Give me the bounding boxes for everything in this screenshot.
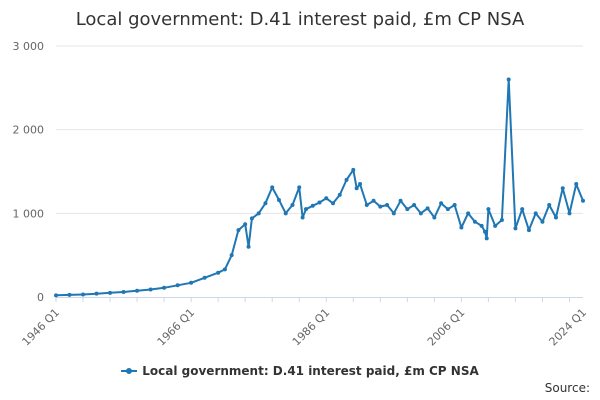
data-point <box>54 293 58 298</box>
data-point <box>317 200 322 205</box>
data-point <box>513 226 518 231</box>
data-point <box>533 211 538 216</box>
data-point <box>236 228 241 233</box>
data-point <box>364 202 369 207</box>
data-point <box>222 267 227 272</box>
data-point <box>540 219 545 224</box>
y-tick-label: 0 <box>37 291 44 304</box>
data-point <box>547 202 552 207</box>
legend[interactable]: Local government: D.41 interest paid, £m… <box>0 364 600 378</box>
data-point <box>567 211 572 216</box>
data-point <box>108 290 113 295</box>
x-tick-label: 1946 Q1 <box>20 306 63 349</box>
data-point <box>452 202 457 207</box>
data-point <box>354 186 359 191</box>
data-point <box>445 207 450 212</box>
x-tick-label: 1986 Q1 <box>290 306 333 349</box>
chart-title: Local government: D.41 interest paid, £m… <box>75 9 525 30</box>
data-point <box>459 225 464 230</box>
data-point <box>337 192 342 197</box>
data-point <box>310 203 315 208</box>
data-point <box>351 167 356 172</box>
source-label: Source: <box>544 381 590 395</box>
data-point <box>371 198 376 203</box>
data-point <box>344 177 349 182</box>
data-point <box>148 287 153 292</box>
data-point <box>432 215 437 220</box>
data-point <box>574 182 579 187</box>
data-point <box>479 223 484 228</box>
data-point <box>94 291 99 296</box>
data-point <box>202 275 207 280</box>
data-point <box>303 207 308 212</box>
x-tick-label: 2024 Q1 <box>547 306 590 349</box>
data-point <box>324 196 329 201</box>
data-point <box>418 211 423 216</box>
data-point <box>466 211 471 216</box>
y-tick-label: 3 000 <box>13 40 45 53</box>
x-tick-label: 1966 Q1 <box>155 306 198 349</box>
data-point <box>297 185 302 190</box>
data-point <box>189 280 194 285</box>
data-point <box>263 201 268 206</box>
y-tick-label: 2 000 <box>13 124 45 137</box>
data-point <box>300 215 305 220</box>
data-point <box>358 182 363 187</box>
data-point <box>67 292 72 297</box>
legend-swatch <box>121 367 138 374</box>
data-point <box>553 215 558 220</box>
data-point <box>506 77 511 82</box>
data-point <box>520 207 525 212</box>
data-point <box>391 211 396 216</box>
data-point <box>526 228 531 233</box>
data-point <box>425 206 430 211</box>
data-point <box>439 201 444 206</box>
data-point <box>486 207 491 212</box>
data-point <box>249 216 254 221</box>
y-tick-label: 1 000 <box>13 207 45 220</box>
data-point <box>81 292 86 297</box>
data-point <box>283 211 288 216</box>
data-point <box>246 244 251 249</box>
data-point <box>175 283 180 288</box>
data-point <box>162 285 167 290</box>
data-point <box>493 223 498 228</box>
data-point <box>378 204 383 209</box>
data-point <box>270 185 275 190</box>
x-tick-label: 2006 Q1 <box>425 306 468 349</box>
data-point <box>331 201 336 206</box>
data-point <box>581 198 585 203</box>
data-point <box>398 198 403 203</box>
data-point <box>412 202 417 207</box>
data-point <box>243 222 248 227</box>
data-point <box>290 202 295 207</box>
data-point <box>229 253 234 258</box>
data-point <box>483 229 488 234</box>
data-point <box>560 186 565 191</box>
data-point <box>385 202 390 207</box>
series-line <box>55 78 584 297</box>
data-point <box>472 219 477 224</box>
legend-label: Local government: D.41 interest paid, £m… <box>142 364 479 378</box>
data-point <box>484 236 489 241</box>
data-point <box>216 270 221 275</box>
data-point <box>256 211 261 216</box>
data-point <box>276 197 281 202</box>
data-point <box>499 218 504 223</box>
data-point <box>405 207 410 212</box>
data-point <box>121 289 126 294</box>
data-point <box>135 288 140 293</box>
